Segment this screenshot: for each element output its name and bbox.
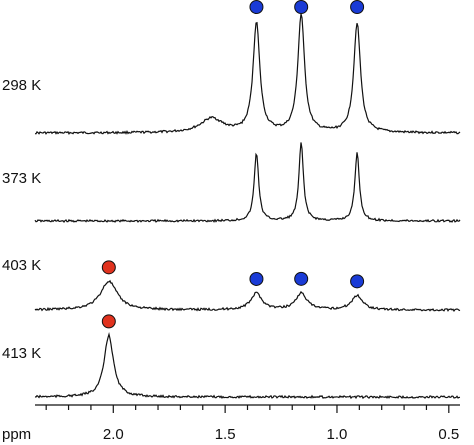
blue-peak-marker [249,0,264,14]
blue-peak-marker [249,271,264,286]
x-tick-label: 2.0 [103,426,124,443]
peak-markers [101,0,365,329]
temperature-labels: 298 K 373 K 403 K 413 K [2,77,41,362]
spectrum-trace [34,332,461,400]
x-tick-label: 0.5 [438,426,459,443]
spectrum-trace [34,13,461,136]
x-tick-label: 1.0 [327,426,348,443]
blue-peak-marker [294,0,309,14]
blue-peak-marker [350,274,365,289]
blue-peak-marker [350,0,365,14]
temperature-label: 298 K [2,77,41,94]
spectrum-trace [34,279,461,312]
x-axis-ticks: 2.0 1.5 1.0 0.5 [45,405,459,443]
blue-peak-marker [294,271,309,286]
temperature-label: 403 K [2,257,41,274]
spectrum-trace [34,142,461,223]
spectra-traces [34,13,461,400]
x-axis-label: ppm [2,426,31,443]
temperature-label: 413 K [2,345,41,362]
red-peak-marker [101,260,116,275]
x-axis: 2.0 1.5 1.0 0.5 ppm [2,404,460,443]
x-tick-label: 1.5 [215,426,236,443]
red-peak-marker [101,314,116,329]
temperature-label: 373 K [2,170,41,187]
